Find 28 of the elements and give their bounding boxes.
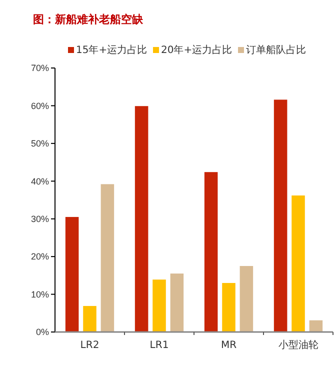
x-tick-label: LR1 [150, 340, 169, 351]
y-tick-label: 40% [30, 176, 49, 186]
y-tick-label: 70% [30, 63, 49, 74]
y-tick-label: 10% [30, 289, 49, 300]
x-tick-label: MR [220, 340, 237, 351]
bar [222, 282, 236, 332]
y-tick-label: 60% [30, 100, 49, 111]
bar [65, 216, 79, 332]
bar [309, 320, 323, 332]
bar [134, 106, 148, 332]
bar [170, 274, 184, 332]
chart-title: 图：新船难补老船空缺 [33, 13, 144, 26]
bar [292, 195, 305, 332]
y-tick-label: 50% [30, 138, 49, 149]
bar [100, 184, 114, 332]
y-tick-label: 30% [30, 214, 49, 224]
x-tick-label: 小型油轮 [278, 339, 318, 351]
y-tick-label: 20% [30, 252, 49, 262]
y-tick-label: 0% [36, 327, 49, 338]
bar [204, 172, 218, 332]
legend-label: 20年+运力占比 [161, 44, 232, 56]
bar [240, 266, 254, 332]
legend-label: 订单船队占比 [246, 44, 306, 56]
bar [152, 280, 166, 332]
bar [83, 306, 96, 332]
x-tick-label: LR2 [80, 340, 100, 351]
bar [274, 100, 288, 332]
legend-label: 15年+运力占比 [76, 44, 148, 56]
